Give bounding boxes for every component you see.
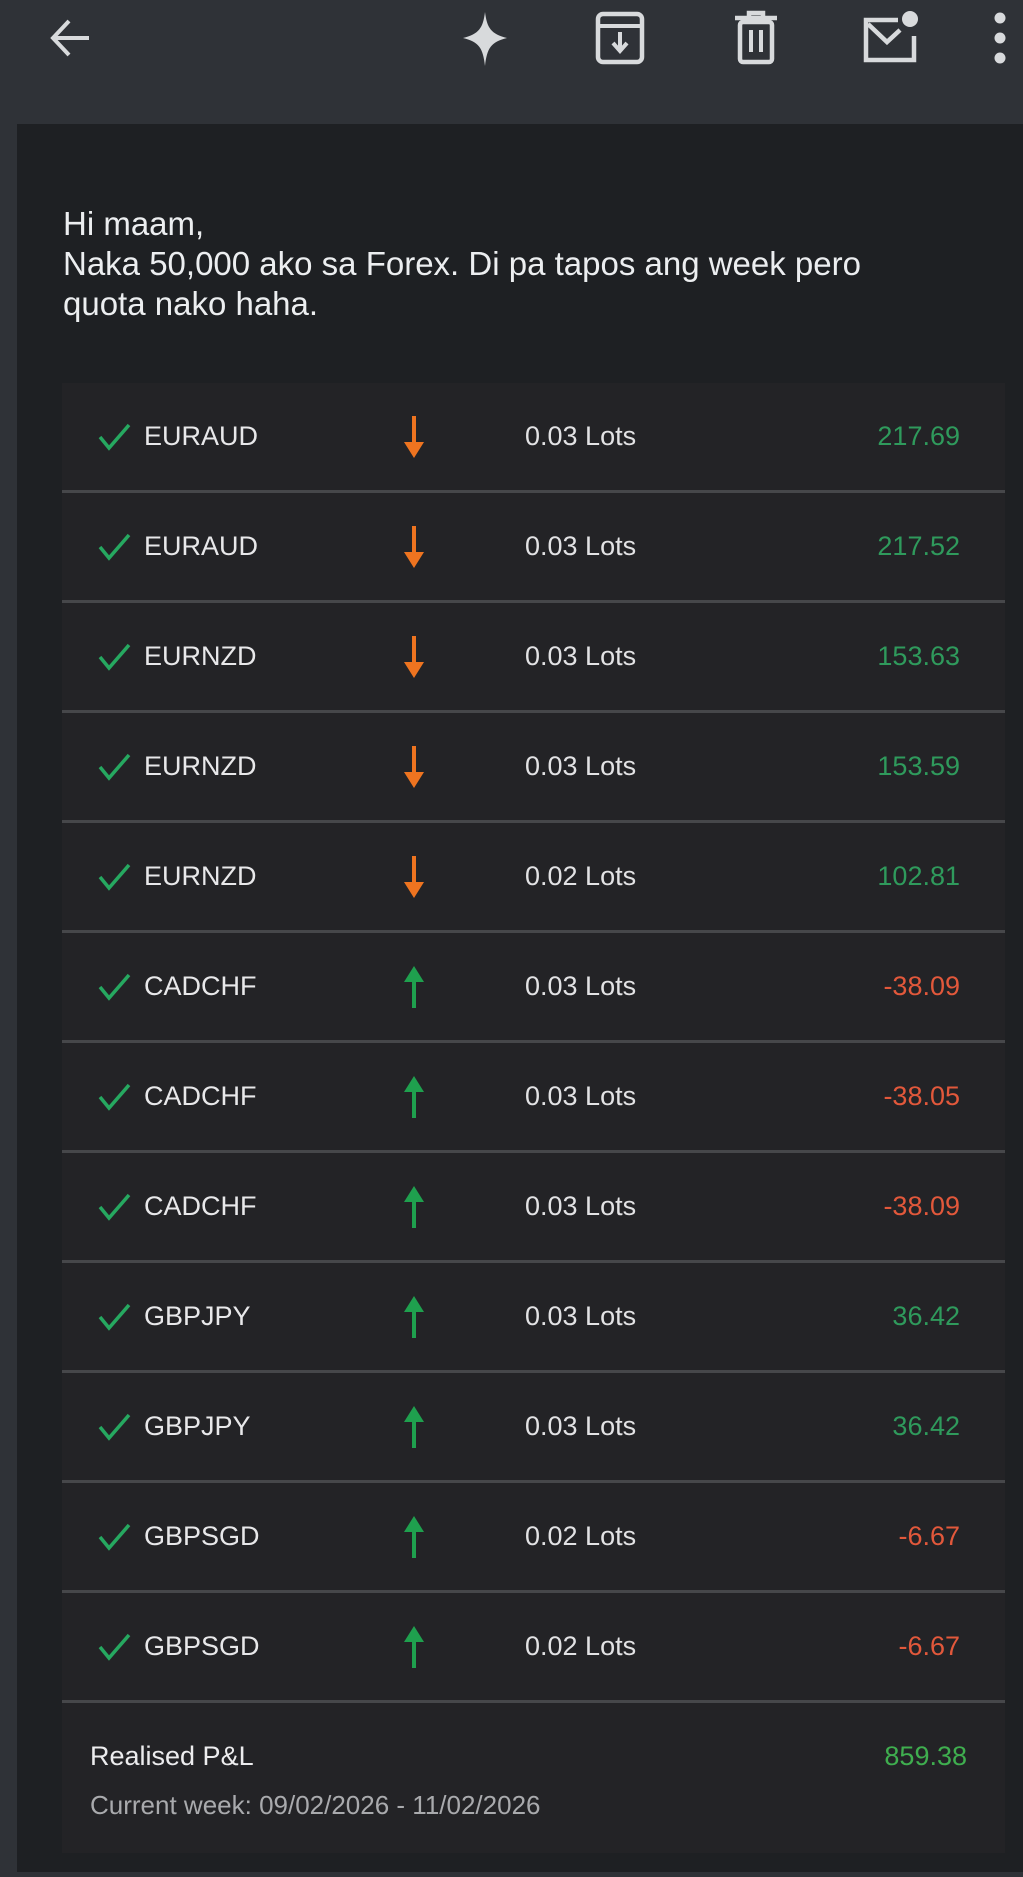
realised-pnl-value: 859.38 bbox=[884, 1741, 967, 1771]
trade-pnl: -6.67 bbox=[898, 1631, 960, 1661]
trade-pnl: 153.59 bbox=[877, 751, 960, 781]
arrow-up-icon bbox=[402, 1043, 426, 1150]
check-icon bbox=[98, 603, 132, 710]
arrow-up-icon bbox=[402, 1483, 426, 1590]
message-text: Hi maam, Naka 50,000 ako sa Forex. Di pa… bbox=[63, 204, 1003, 324]
pnl-summary: Realised P&L 859.38 Current week: 09/02/… bbox=[62, 1703, 1005, 1853]
check-icon bbox=[98, 713, 132, 820]
check-icon bbox=[98, 493, 132, 600]
check-icon bbox=[98, 823, 132, 930]
trade-row: GBPJPY 0.03 Lots 36.42 bbox=[62, 1373, 1005, 1483]
lot-size: 0.03 Lots bbox=[525, 1411, 637, 1441]
currency-pair: EURAUD bbox=[144, 531, 259, 561]
lot-size: 0.03 Lots bbox=[525, 971, 637, 1001]
lot-size: 0.03 Lots bbox=[525, 531, 637, 561]
arrow-down-icon bbox=[402, 603, 426, 710]
trade-row: EURNZD 0.03 Lots 153.63 bbox=[62, 603, 1005, 713]
lot-size: 0.03 Lots bbox=[525, 641, 637, 671]
trade-pnl: 153.63 bbox=[877, 641, 960, 671]
trade-row: GBPJPY 0.03 Lots 36.42 bbox=[62, 1263, 1005, 1373]
trade-row: GBPSGD 0.02 Lots -6.67 bbox=[62, 1593, 1005, 1703]
check-icon bbox=[98, 1593, 132, 1700]
trade-row: EURAUD 0.03 Lots 217.52 bbox=[62, 493, 1005, 603]
check-icon bbox=[98, 1373, 132, 1480]
lot-size: 0.02 Lots bbox=[525, 861, 637, 891]
lot-size: 0.03 Lots bbox=[525, 751, 637, 781]
trade-pnl: 102.81 bbox=[877, 861, 960, 891]
realised-pnl-label: Realised P&L bbox=[90, 1741, 254, 1771]
trade-pnl: -38.05 bbox=[883, 1081, 960, 1111]
trade-row: CADCHF 0.03 Lots -38.05 bbox=[62, 1043, 1005, 1153]
currency-pair: GBPSGD bbox=[144, 1521, 260, 1551]
trade-row: EURAUD 0.03 Lots 217.69 bbox=[62, 383, 1005, 493]
trade-row: EURNZD 0.02 Lots 102.81 bbox=[62, 823, 1005, 933]
currency-pair: GBPJPY bbox=[144, 1301, 251, 1331]
currency-pair: EURNZD bbox=[144, 751, 257, 781]
currency-pair: CADCHF bbox=[144, 1191, 257, 1221]
message-line: Naka 50,000 ako sa Forex. Di pa tapos an… bbox=[63, 245, 861, 282]
arrow-up-icon bbox=[402, 1153, 426, 1260]
arrow-up-icon bbox=[402, 1593, 426, 1700]
currency-pair: CADCHF bbox=[144, 971, 257, 1001]
check-icon bbox=[98, 1153, 132, 1260]
trade-pnl: 36.42 bbox=[892, 1301, 960, 1331]
delete-icon[interactable] bbox=[726, 8, 786, 68]
lot-size: 0.03 Lots bbox=[525, 421, 637, 451]
lot-size: 0.03 Lots bbox=[525, 1081, 637, 1111]
more-vert-icon[interactable] bbox=[985, 8, 1015, 68]
trade-pnl: -38.09 bbox=[883, 1191, 960, 1221]
arrow-up-icon bbox=[402, 1373, 426, 1480]
arrow-down-icon bbox=[402, 823, 426, 930]
arrow-up-icon bbox=[402, 933, 426, 1040]
trade-row: CADCHF 0.03 Lots -38.09 bbox=[62, 1153, 1005, 1263]
mark-unread-icon[interactable] bbox=[860, 8, 920, 68]
check-icon bbox=[98, 1043, 132, 1150]
currency-pair: EURAUD bbox=[144, 421, 259, 451]
currency-pair: EURNZD bbox=[144, 641, 257, 671]
check-icon bbox=[98, 933, 132, 1040]
trade-row: EURNZD 0.03 Lots 153.59 bbox=[62, 713, 1005, 823]
trade-history-image: EURAUD 0.03 Lots 217.69 EURAUD 0.03 Lots… bbox=[62, 383, 1005, 1853]
current-week-range: Current week: 09/02/2026 - 11/02/2026 bbox=[90, 1790, 541, 1820]
currency-pair: GBPJPY bbox=[144, 1411, 251, 1441]
arrow-up-icon bbox=[402, 1263, 426, 1370]
check-icon bbox=[98, 383, 132, 490]
trade-pnl: -6.67 bbox=[898, 1521, 960, 1551]
trade-row: GBPSGD 0.02 Lots -6.67 bbox=[62, 1483, 1005, 1593]
trade-pnl: 36.42 bbox=[892, 1411, 960, 1441]
currency-pair: EURNZD bbox=[144, 861, 257, 891]
trade-pnl: -38.09 bbox=[883, 971, 960, 1001]
lot-size: 0.02 Lots bbox=[525, 1521, 637, 1551]
lot-size: 0.03 Lots bbox=[525, 1301, 637, 1331]
arrow-down-icon bbox=[402, 383, 426, 490]
lot-size: 0.02 Lots bbox=[525, 1631, 637, 1661]
currency-pair: GBPSGD bbox=[144, 1631, 260, 1661]
lot-size: 0.03 Lots bbox=[525, 1191, 637, 1221]
gemini-sparkle-icon[interactable] bbox=[455, 8, 515, 68]
archive-icon[interactable] bbox=[590, 8, 650, 68]
message-line: quota nako haha. bbox=[63, 285, 319, 322]
currency-pair: CADCHF bbox=[144, 1081, 257, 1111]
back-arrow-icon[interactable] bbox=[40, 8, 100, 68]
check-icon bbox=[98, 1483, 132, 1590]
check-icon bbox=[98, 1263, 132, 1370]
trade-row: CADCHF 0.03 Lots -38.09 bbox=[62, 933, 1005, 1043]
email-body: Hi maam, Naka 50,000 ako sa Forex. Di pa… bbox=[17, 124, 1023, 1872]
trade-pnl: 217.69 bbox=[877, 421, 960, 451]
trade-pnl: 217.52 bbox=[877, 531, 960, 561]
email-toolbar bbox=[0, 0, 1023, 124]
arrow-down-icon bbox=[402, 713, 426, 820]
arrow-down-icon bbox=[402, 493, 426, 600]
message-line: Hi maam, bbox=[63, 205, 205, 242]
